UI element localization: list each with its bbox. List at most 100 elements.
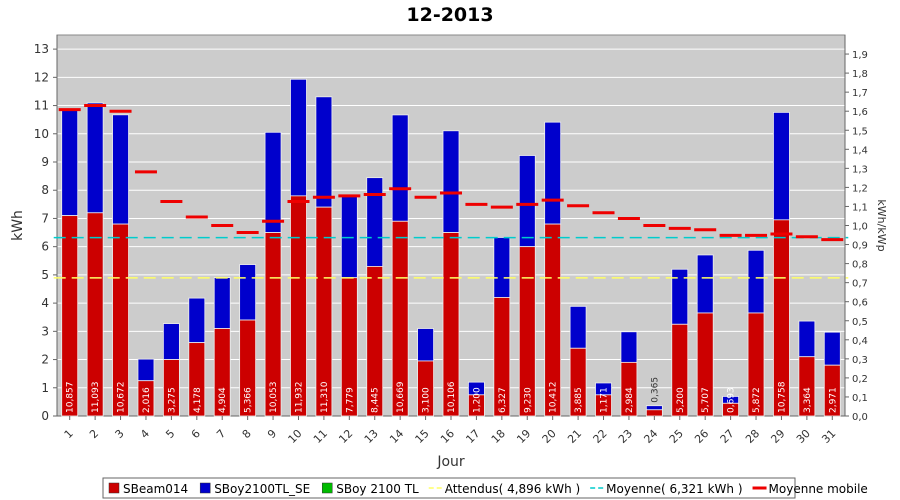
x-tick-label: 6: [189, 427, 203, 441]
bar-SBeam014: [645, 409, 663, 417]
y-tick-label: 4: [41, 296, 49, 310]
legend-swatch: [321, 482, 333, 494]
y-tick-label: 1: [41, 381, 49, 395]
y2-tick-label: 0,5: [852, 317, 868, 328]
y-tick-label: 9: [41, 155, 49, 169]
x-tick-label: 4: [138, 427, 152, 441]
bar-SBoy2100TL_SE: [823, 331, 841, 366]
y2-tick-label: 1,7: [852, 88, 868, 99]
y2-tick-label: 0,8: [852, 260, 868, 271]
legend-label: SBeam014: [123, 482, 188, 496]
y2-tick-label: 0,4: [852, 336, 868, 347]
bar-SBoy2100TL_SE: [213, 277, 231, 329]
data-label: 10,053: [269, 382, 279, 414]
x-tick-label: 21: [565, 427, 584, 446]
y2-tick-label: 0,6: [852, 298, 868, 309]
data-label: 10,412: [549, 382, 559, 414]
data-label: 3,364: [803, 387, 813, 413]
bar-SBoy2100TL_SE: [391, 114, 409, 222]
x-tick-label: 20: [540, 427, 559, 446]
x-tick-label: 5: [163, 427, 177, 441]
legend-label: SBoy 2100 TL: [336, 482, 419, 496]
x-tick-label: 1: [62, 427, 76, 441]
data-label: 4,178: [193, 387, 203, 413]
data-label: 3,275: [167, 387, 177, 413]
x-tick-label: 30: [794, 427, 813, 446]
y2-tick-label: 0,2: [852, 374, 868, 385]
x-tick-label: 13: [362, 427, 381, 446]
x-tick-label: 29: [768, 427, 787, 446]
legend-label: Moyenne( 6,321 kWh ): [606, 482, 742, 496]
bar-SBoy2100TL_SE: [493, 237, 511, 298]
bar-SBoy2100TL_SE: [696, 254, 714, 314]
data-label: 10,758: [777, 381, 787, 413]
y2-tick-label: 1,4: [852, 145, 868, 156]
chart-title: 12-2013: [406, 4, 493, 26]
bar-SBoy2100TL_SE: [518, 155, 536, 248]
bar-SBoy2100TL_SE: [239, 264, 257, 321]
bar-SBoy2100TL_SE: [61, 109, 79, 217]
bar-SBoy2100TL_SE: [315, 96, 333, 208]
x-tick-label: 12: [336, 427, 355, 446]
x-tick-label: 27: [718, 427, 737, 446]
data-label: 0,365: [650, 377, 660, 403]
y2-tick-label: 1,5: [852, 126, 868, 137]
legend-swatch: [199, 482, 211, 494]
y2-tick-label: 1,2: [852, 183, 868, 194]
y-tick-label: 5: [41, 268, 49, 282]
data-label: 2,016: [142, 387, 152, 413]
legend-label: Attendus( 4,896 kWh ): [445, 482, 580, 496]
x-tick-label: 28: [743, 427, 762, 446]
x-tick-label: 19: [514, 427, 533, 446]
y2-tick-label: 1,0: [852, 222, 868, 233]
data-label: 10,857: [66, 382, 76, 414]
data-label: 8,445: [371, 387, 381, 413]
bar-SBoy2100TL_SE: [86, 102, 104, 214]
x-tick-label: 2: [87, 427, 101, 441]
y-tick-label: 2: [41, 353, 49, 367]
x-axis-label: Jour: [436, 454, 465, 470]
bar-SBoy2100TL_SE: [290, 78, 307, 197]
legend-label: Moyenne mobile: [769, 482, 868, 496]
y2-tick-label: 0,0: [852, 412, 868, 423]
bar-SBoy2100TL_SE: [264, 131, 282, 233]
bar-SBoy2100TL_SE: [188, 297, 206, 344]
x-tick-label: 7: [214, 427, 228, 441]
y2-tick-label: 1,6: [852, 107, 868, 118]
data-label: 1,200: [472, 387, 482, 413]
y-tick-label: 11: [34, 99, 49, 113]
bar-SBoy2100TL_SE: [417, 328, 434, 362]
bar-SBoy2100TL_SE: [747, 249, 765, 314]
data-label: 11,093: [91, 382, 101, 414]
y2-axis-label: kWh/kWp: [875, 199, 888, 251]
x-tick-label: 3: [113, 427, 127, 441]
y2-tick-label: 0,9: [852, 241, 868, 252]
y-tick-label: 6: [41, 240, 49, 254]
data-label: 5,366: [244, 387, 254, 413]
legend: SBeam014 SBoy2100TL_SE SBoy 2100 TL Attendu…: [102, 477, 868, 499]
y-axis-label: kWh: [10, 210, 26, 241]
data-label: 7,779: [345, 387, 355, 413]
bar-SBoy2100TL_SE: [620, 331, 638, 363]
data-label: 5,200: [676, 387, 686, 413]
data-label: 0,693: [727, 387, 737, 413]
x-tick-label: 31: [819, 427, 838, 446]
x-tick-label: 23: [616, 427, 635, 446]
y2-tick-label: 1,3: [852, 164, 868, 175]
x-tick-label: 11: [311, 427, 330, 446]
x-tick-label: 18: [489, 427, 508, 446]
y-tick-label: 3: [41, 324, 49, 338]
data-label: 9,230: [523, 387, 533, 413]
x-tick-label: 15: [413, 427, 432, 446]
data-label: 5,872: [752, 387, 762, 413]
bar-SBoy2100TL_SE: [162, 323, 180, 360]
bar-SBoy2100TL_SE: [544, 121, 562, 225]
bar-SBoy2100TL_SE: [137, 358, 155, 382]
bar-SBoy2100TL_SE: [569, 305, 587, 349]
data-label: 11,310: [320, 381, 330, 413]
y-tick-label: 12: [34, 70, 49, 84]
bar-SBoy2100TL_SE: [112, 114, 129, 225]
data-label: 4,904: [218, 387, 228, 413]
bar-SBoy2100TL_SE: [442, 130, 460, 233]
